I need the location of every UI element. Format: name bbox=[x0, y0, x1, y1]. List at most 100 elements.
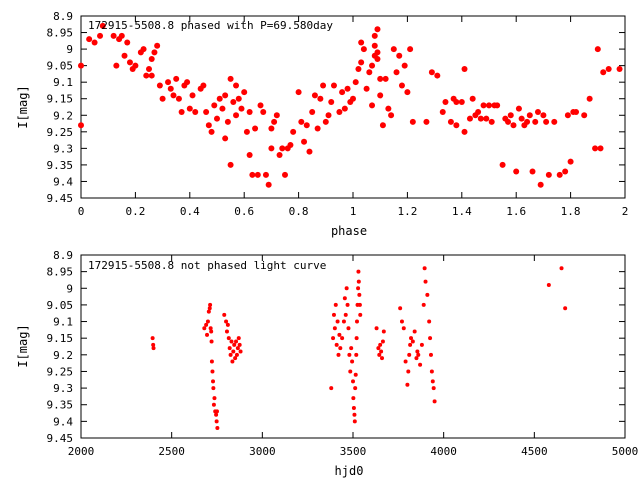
data-point bbox=[564, 112, 571, 119]
data-point bbox=[356, 269, 361, 274]
data-point bbox=[406, 369, 411, 374]
data-point bbox=[118, 32, 125, 39]
y-tick-label: 9.15 bbox=[47, 332, 74, 345]
data-point bbox=[352, 419, 357, 424]
data-point bbox=[376, 346, 381, 351]
data-point bbox=[353, 372, 358, 377]
chart-title: 172915-5508.8 phased with P=69.580day bbox=[88, 19, 333, 32]
data-point bbox=[388, 112, 395, 119]
data-point bbox=[425, 292, 430, 297]
data-point bbox=[268, 125, 275, 132]
data-point bbox=[170, 92, 177, 99]
data-point bbox=[203, 108, 210, 115]
data-point bbox=[205, 319, 210, 324]
data-point bbox=[429, 369, 434, 374]
data-point bbox=[475, 108, 482, 115]
data-point bbox=[532, 118, 539, 125]
data-point bbox=[434, 72, 441, 79]
data-point bbox=[227, 161, 234, 168]
y-tick-label: 9.45 bbox=[47, 432, 74, 445]
data-point bbox=[206, 309, 211, 314]
x-tick-label: 2500 bbox=[158, 445, 185, 458]
data-point bbox=[306, 148, 313, 155]
data-point bbox=[230, 359, 235, 364]
data-point bbox=[352, 79, 359, 86]
data-point bbox=[350, 95, 356, 102]
y-tick-label: 9.25 bbox=[47, 365, 74, 378]
data-point bbox=[488, 118, 495, 125]
data-point bbox=[211, 102, 218, 109]
data-point bbox=[209, 339, 214, 344]
y-tick-label: 9.1 bbox=[53, 76, 73, 89]
data-point bbox=[396, 52, 403, 59]
data-point bbox=[524, 118, 531, 125]
data-point bbox=[356, 279, 361, 284]
data-point bbox=[126, 59, 133, 66]
y-tick-label: 9.2 bbox=[53, 109, 73, 122]
data-point bbox=[154, 42, 161, 49]
y-tick-label: 9.3 bbox=[53, 142, 73, 155]
data-point bbox=[526, 112, 533, 119]
data-point bbox=[567, 158, 574, 165]
data-point bbox=[243, 128, 250, 135]
data-point bbox=[398, 82, 405, 89]
data-point bbox=[483, 115, 490, 122]
data-point bbox=[204, 322, 209, 327]
plot-frame bbox=[80, 254, 626, 439]
data-point bbox=[358, 59, 365, 66]
data-point bbox=[347, 352, 352, 357]
data-point bbox=[178, 108, 185, 115]
data-point bbox=[345, 302, 350, 307]
data-point bbox=[430, 379, 435, 384]
data-point bbox=[442, 99, 449, 106]
data-point bbox=[276, 151, 283, 158]
y-tick-label: 9 bbox=[66, 43, 73, 56]
data-point bbox=[238, 349, 243, 354]
data-point bbox=[510, 122, 517, 129]
data-point bbox=[355, 65, 362, 72]
x-axis-label: phase bbox=[331, 224, 367, 238]
data-point bbox=[211, 402, 216, 407]
x-tick-label: 1.2 bbox=[397, 205, 417, 218]
data-point bbox=[146, 65, 152, 72]
data-point bbox=[354, 352, 359, 357]
data-point bbox=[351, 406, 356, 411]
data-point bbox=[453, 122, 460, 129]
data-point bbox=[175, 95, 182, 102]
x-tick-label: 0.8 bbox=[289, 205, 309, 218]
data-point bbox=[374, 49, 381, 56]
data-point bbox=[505, 118, 512, 125]
data-point bbox=[216, 95, 223, 102]
data-point bbox=[592, 145, 599, 152]
data-point bbox=[469, 95, 476, 102]
y-axis-label: I[mag] bbox=[16, 324, 30, 367]
data-point bbox=[461, 128, 468, 135]
data-point bbox=[233, 112, 240, 119]
y-tick-label: 9.05 bbox=[47, 60, 74, 73]
y-tick-label: 9.35 bbox=[47, 159, 74, 172]
data-point bbox=[331, 336, 336, 341]
data-point bbox=[371, 32, 378, 39]
x-tick-label: 4000 bbox=[430, 445, 457, 458]
data-point bbox=[559, 266, 564, 271]
data-point bbox=[358, 312, 363, 317]
x-axis-ticks: 2000 2500 3000 3500 4000 4500 5000 bbox=[68, 255, 638, 458]
data-point bbox=[380, 339, 385, 344]
data-point bbox=[273, 112, 280, 119]
data-point bbox=[439, 108, 446, 115]
data-point bbox=[237, 342, 242, 347]
data-point bbox=[113, 62, 120, 69]
data-point bbox=[78, 62, 84, 69]
data-point bbox=[184, 79, 191, 86]
data-point bbox=[393, 69, 400, 76]
data-point bbox=[192, 108, 199, 115]
data-point bbox=[341, 319, 346, 324]
x-tick-label: 1.4 bbox=[452, 205, 472, 218]
data-point bbox=[616, 65, 623, 72]
y-axis-ticks: 8.9 8.95 9 9.05 9.1 9.15 9.2 9.25 9.3 9.35 9.4 9.45 bbox=[47, 10, 625, 205]
x-tick-label: 3500 bbox=[340, 445, 367, 458]
data-point bbox=[377, 75, 384, 82]
data-point bbox=[151, 346, 156, 351]
data-point bbox=[466, 115, 473, 122]
data-point bbox=[381, 329, 386, 334]
